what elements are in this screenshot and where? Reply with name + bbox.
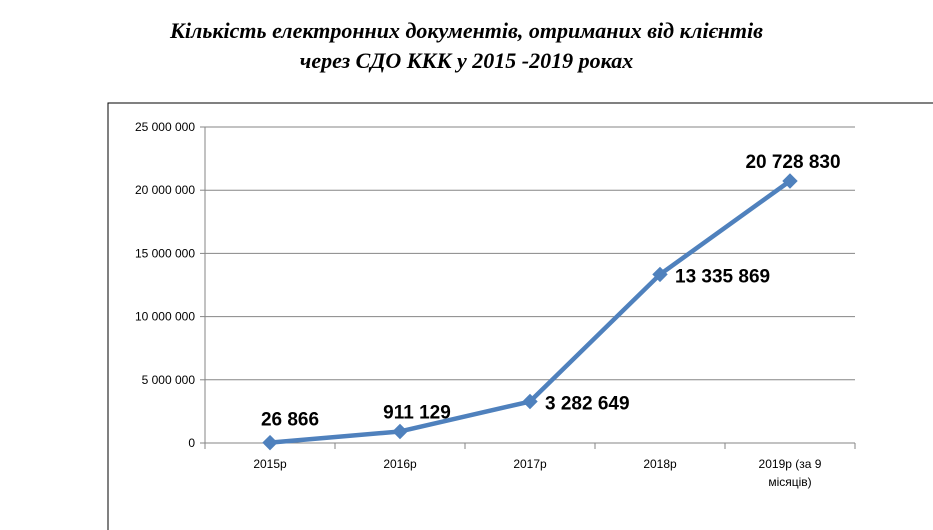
y-tick-labels: 0 5 000 000 10 000 000 15 000 000 20 000 000… [135, 120, 195, 450]
y-tick-label: 10 000 000 [135, 310, 195, 324]
data-label: 20 728 830 [745, 152, 840, 173]
data-point-marker [262, 434, 278, 451]
data-point-marker [782, 173, 798, 189]
chart-title: Кількість електронних документів, отрима… [0, 16, 933, 76]
data-label: 26 866 [261, 410, 319, 431]
chart-border [107, 102, 933, 530]
x-tick-label: 2015р [253, 457, 287, 471]
chart-frame [107, 102, 933, 530]
series-group [262, 173, 798, 451]
y-tick-label: 20 000 000 [135, 183, 195, 197]
data-label: 3 282 649 [545, 394, 630, 415]
x-tick-label: 2019р (за 9 місяців) [759, 457, 822, 489]
chart-title-line-1: Кількість електронних документів, отрима… [170, 18, 763, 43]
y-tick-label: 0 [188, 436, 195, 450]
data-label: 911 129 [383, 402, 451, 423]
x-tick-label: 2017р [513, 457, 547, 471]
y-tick-label: 15 000 000 [135, 246, 195, 260]
gridlines [200, 126, 855, 444]
x-tick-label: 2018р [643, 457, 677, 471]
y-tick-label: 5 000 000 [142, 373, 196, 387]
data-point-marker [522, 393, 538, 410]
chart-title-line-2: через СДО ККК у 2015 -2019 роках [299, 48, 634, 73]
data-point-marker [652, 266, 668, 283]
x-tick-labels: 2015р 2016р 2017р 2018р 2019р (за 9 місяців) [253, 457, 821, 489]
axes [204, 127, 856, 449]
y-tick-label: 25 000 000 [135, 120, 195, 134]
x-tick-label: 2016р [383, 457, 417, 471]
data-labels: 26 866 911 129 3 282 649 13 335 869 20 728 8… [261, 152, 841, 431]
data-label: 13 335 869 [675, 266, 770, 287]
data-point-marker [392, 423, 408, 440]
